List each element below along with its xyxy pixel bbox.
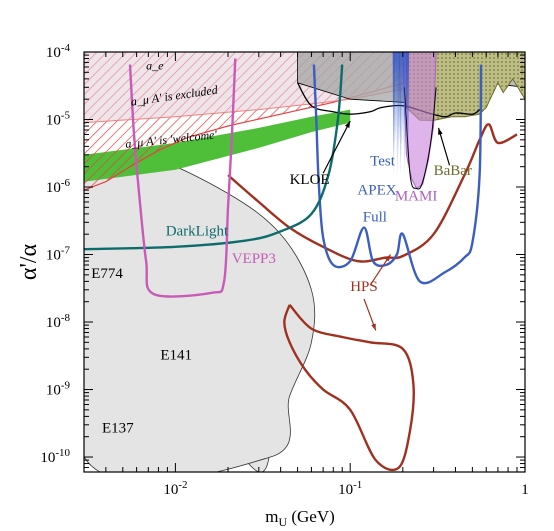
series-vepp3-4 bbox=[128, 58, 237, 298]
kloe-line bbox=[297, 82, 481, 118]
excluded-regions bbox=[84, 153, 316, 472]
annotation-e774: E774 bbox=[91, 266, 123, 282]
arrow-babar-head bbox=[438, 127, 443, 135]
apex-test-spike bbox=[395, 52, 397, 143]
apex-test-spike bbox=[394, 52, 396, 155]
y-tick-label: 10-10 bbox=[40, 447, 70, 466]
arrow-hps-upper-head bbox=[384, 254, 391, 262]
annotation-vepp3: VEPP3 bbox=[232, 251, 276, 267]
y-tick-label: 10-7 bbox=[46, 245, 71, 264]
apex-test-spike bbox=[406, 52, 408, 176]
annotation-ae: a_e bbox=[146, 59, 164, 73]
apex-test-spike bbox=[405, 52, 407, 143]
annotation-full: Full bbox=[363, 209, 387, 225]
apex-test-spike bbox=[396, 52, 398, 176]
annotation-apex: APEX bbox=[357, 182, 396, 198]
apex-test-spike bbox=[404, 52, 406, 155]
apex-test-spike bbox=[403, 52, 405, 176]
y-tick-label: 10-4 bbox=[46, 42, 71, 61]
annotation-darklight: DarkLight bbox=[166, 224, 229, 240]
y-axis-title: α'/α bbox=[16, 244, 42, 281]
y-tick-label: 10-5 bbox=[46, 110, 71, 129]
annotation-mami: MAMI bbox=[395, 189, 438, 205]
y-tick-label: 10-6 bbox=[46, 177, 71, 196]
apex-test-spike bbox=[397, 52, 399, 155]
background-exclusions bbox=[84, 52, 525, 191]
apex-test-spike bbox=[392, 52, 394, 176]
plot-area bbox=[84, 52, 525, 472]
region-e137 bbox=[84, 153, 316, 472]
x-tick-label: 10-1 bbox=[338, 479, 362, 498]
apex-test-spike bbox=[401, 52, 403, 155]
series-test-apex-full-2 bbox=[312, 64, 483, 285]
series-hps-1 bbox=[283, 303, 415, 472]
apex-test-spike bbox=[408, 52, 409, 155]
series-layer bbox=[84, 58, 518, 472]
mami-region bbox=[402, 52, 437, 190]
annotation-hps: HPS bbox=[350, 279, 378, 295]
x-axis-title: mU (GeV) bbox=[265, 507, 335, 529]
apex-test-spike bbox=[398, 52, 401, 143]
arrow-hps-lower-head bbox=[371, 323, 376, 331]
annotation-kloe: KLOE bbox=[290, 172, 330, 188]
plot-frame bbox=[83, 51, 526, 473]
annotation-test: Test bbox=[370, 153, 396, 169]
y-tick-label: 10-9 bbox=[46, 380, 71, 399]
x-tick-label: 10-2 bbox=[163, 479, 187, 498]
y-tick-label: 10-8 bbox=[46, 312, 71, 331]
series-darklight-3 bbox=[84, 64, 344, 251]
amu-welcome-band bbox=[84, 109, 351, 182]
apex-test-spike bbox=[400, 52, 402, 176]
x-tick-label: 1 bbox=[521, 482, 529, 498]
arrow-kloe bbox=[322, 120, 351, 174]
apex-test-spike bbox=[402, 52, 404, 143]
arrow-kloe-head bbox=[345, 121, 351, 128]
annotation-e141: E141 bbox=[160, 347, 192, 363]
mami-outline bbox=[404, 87, 437, 190]
annotation-e137: E137 bbox=[102, 421, 134, 437]
annotation-babar: BaBar bbox=[434, 163, 472, 179]
